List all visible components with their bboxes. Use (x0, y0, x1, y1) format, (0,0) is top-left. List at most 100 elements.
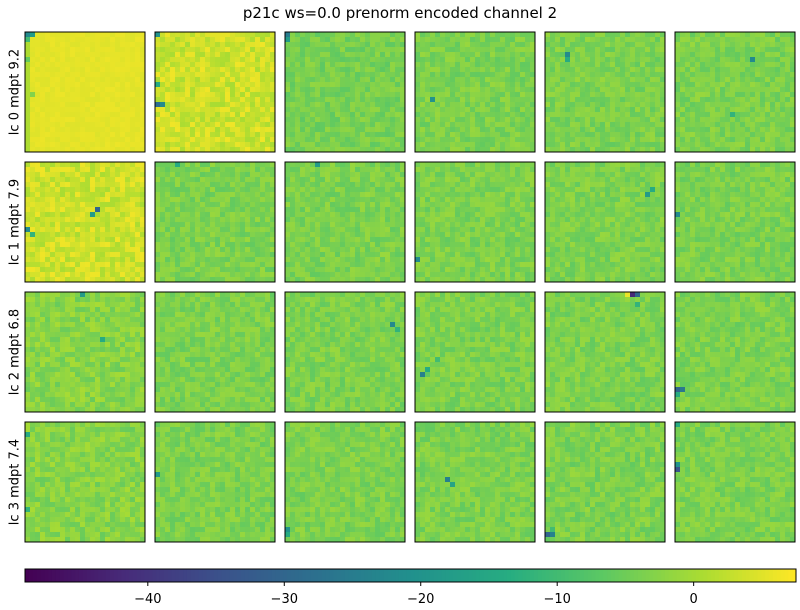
heatmap-cell (515, 102, 520, 107)
heatmap-cell (500, 42, 505, 47)
heatmap-cell (55, 207, 60, 212)
heatmap-cell (105, 272, 110, 277)
heatmap-cell (235, 87, 240, 92)
heatmap-cell (160, 167, 165, 172)
heatmap-cell (480, 87, 485, 92)
heatmap-cell (340, 222, 345, 227)
heatmap-cell (705, 77, 710, 82)
heatmap-cell (335, 112, 340, 117)
heatmap-cell (80, 257, 85, 262)
heatmap-cell (55, 247, 60, 252)
heatmap-cell (265, 232, 270, 237)
heatmap-cell (595, 42, 600, 47)
heatmap-cell (70, 82, 75, 87)
heatmap-cell (295, 127, 300, 132)
heatmap-cell (155, 267, 160, 272)
heatmap-cell (565, 102, 570, 107)
heatmap-cell (490, 117, 495, 122)
heatmap-cell (745, 132, 750, 137)
heatmap-cell (165, 207, 170, 212)
heatmap-cell (455, 107, 460, 112)
heatmap-cell (715, 137, 720, 142)
heatmap-cell (265, 32, 270, 37)
heatmap-cell (180, 197, 185, 202)
heatmap-cell (735, 77, 740, 82)
heatmap-cell (200, 127, 205, 132)
heatmap-cell (115, 267, 120, 272)
heatmap-cell (80, 162, 85, 167)
heatmap-cell (365, 207, 370, 212)
heatmap-cell (475, 42, 480, 47)
heatmap-cell (290, 172, 295, 177)
heatmap-cell (390, 92, 395, 97)
heatmap-cell (310, 177, 315, 182)
heatmap-cell (110, 242, 115, 247)
heatmap-cell (425, 107, 430, 112)
heatmap-cell (640, 67, 645, 72)
heatmap-cell (65, 77, 70, 82)
heatmap-cell (590, 122, 595, 127)
heatmap-cell (770, 82, 775, 87)
heatmap-cell (95, 57, 100, 62)
heatmap-cell (775, 47, 780, 52)
heatmap-cell (160, 267, 165, 272)
heatmap-cell (265, 97, 270, 102)
heatmap-cell (380, 47, 385, 52)
heatmap-cell (430, 47, 435, 52)
heatmap-cell (570, 47, 575, 52)
heatmap-cell (355, 112, 360, 117)
heatmap-cell (185, 212, 190, 217)
heatmap-cell (315, 142, 320, 147)
heatmap-cell (75, 107, 80, 112)
heatmap-cell (445, 77, 450, 82)
heatmap-cell (65, 272, 70, 277)
heatmap-cell (420, 132, 425, 137)
heatmap-cell (335, 167, 340, 172)
heatmap-cell (570, 32, 575, 37)
heatmap-cell (520, 137, 525, 142)
heatmap-cell (215, 207, 220, 212)
heatmap-cell (130, 227, 135, 232)
heatmap-cell (290, 117, 295, 122)
heatmap-cell (360, 87, 365, 92)
heatmap-cell (285, 197, 290, 202)
heatmap-cell (555, 62, 560, 67)
heatmap-cell (725, 72, 730, 77)
heatmap-cell (195, 52, 200, 57)
heatmap-cell (335, 122, 340, 127)
heatmap-cell (65, 227, 70, 232)
heatmap-cell (615, 57, 620, 62)
heatmap-cell (225, 187, 230, 192)
heatmap-cell (250, 102, 255, 107)
heatmap-cell (675, 122, 680, 127)
heatmap-cell (695, 127, 700, 132)
heatmap-cell (330, 172, 335, 177)
heatmap-cell (655, 32, 660, 37)
heatmap-cell (610, 32, 615, 37)
heatmap-cell (755, 102, 760, 107)
heatmap-cell (195, 122, 200, 127)
heatmap-cell (650, 127, 655, 132)
heatmap-cell (245, 107, 250, 112)
heatmap-cell (115, 192, 120, 197)
heatmap-cell (120, 182, 125, 187)
heatmap-cell (200, 117, 205, 122)
heatmap-cell (315, 67, 320, 72)
heatmap-cell (435, 77, 440, 82)
heatmap-cell (135, 212, 140, 217)
heatmap-cell (130, 187, 135, 192)
heatmap-cell (485, 132, 490, 137)
heatmap-cell (585, 62, 590, 67)
heatmap-cell (285, 132, 290, 137)
heatmap-cell (210, 177, 215, 182)
heatmap-cell (230, 262, 235, 267)
heatmap-cell (170, 172, 175, 177)
heatmap-cell (285, 82, 290, 87)
heatmap-cell (580, 137, 585, 142)
heatmap-cell (615, 137, 620, 142)
heatmap-cell (715, 77, 720, 82)
heatmap-cell (690, 37, 695, 42)
heatmap-cell (70, 247, 75, 252)
heatmap-cell (40, 62, 45, 67)
heatmap-cell (470, 72, 475, 77)
